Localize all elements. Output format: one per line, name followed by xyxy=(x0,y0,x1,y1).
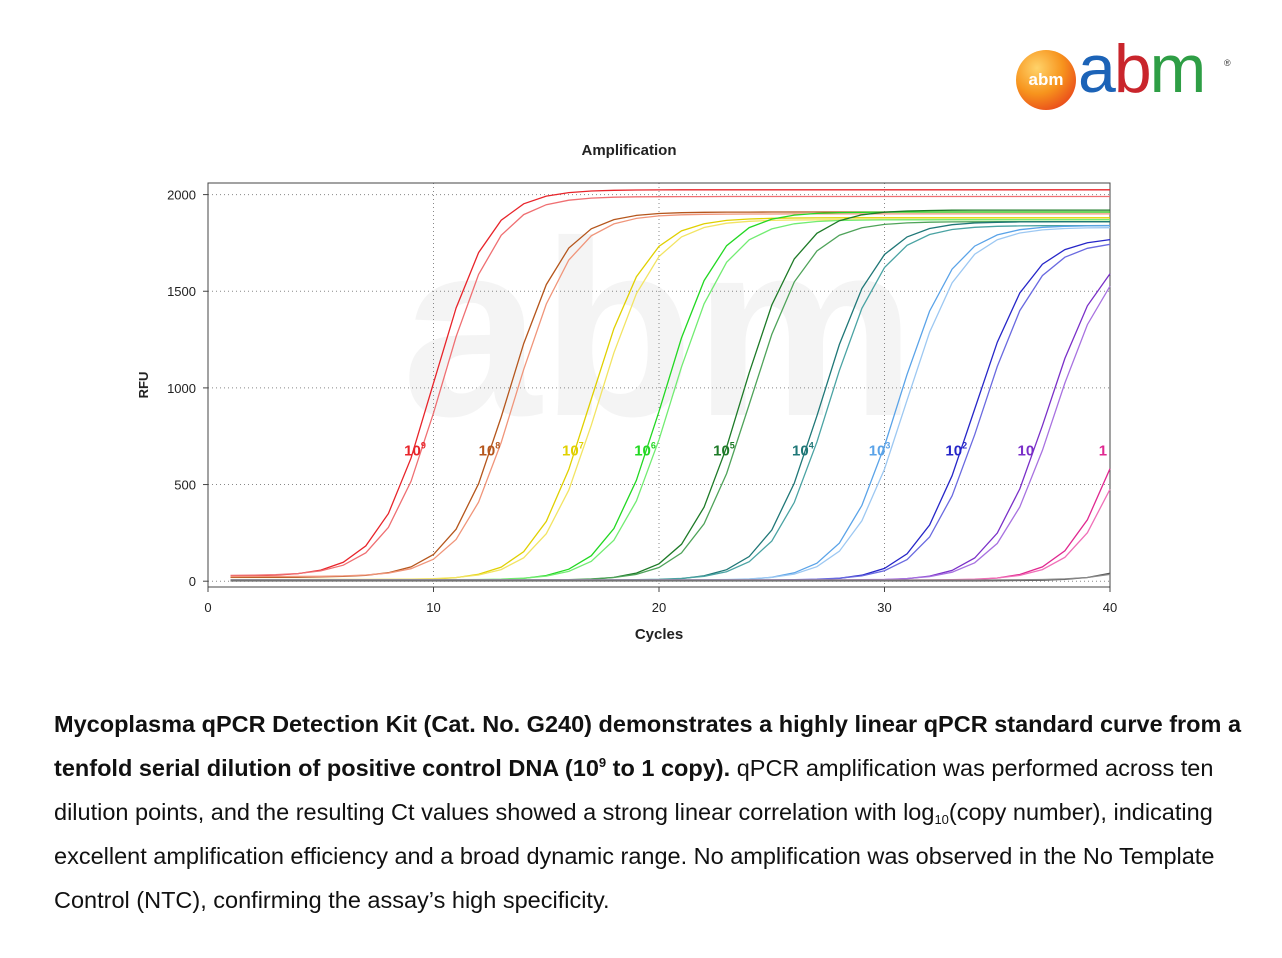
series-label-exponent-5: 4 xyxy=(809,441,814,451)
y-tick-label: 1000 xyxy=(167,381,196,396)
amplification-chart: abm 0 10 20 30 40 0 500 1000 1500 2000 109 108 107 1… xyxy=(130,135,1130,655)
wordmark-letter-a: a xyxy=(1078,31,1116,107)
x-tick-label: 20 xyxy=(652,600,666,615)
series-label-9: 1 xyxy=(1099,443,1107,460)
series-label-exponent-4: 5 xyxy=(730,441,735,451)
registered-mark: ® xyxy=(1224,58,1231,68)
wordmark-letter-b: b xyxy=(1113,31,1152,107)
series-labels: 109 108 107 106 105 104 103 102 10 1 xyxy=(404,441,1107,460)
caption-bold-part2: to 1 copy). xyxy=(606,755,731,781)
amplification-curve-series-0 xyxy=(230,195,1110,577)
y-tick-label: 2000 xyxy=(167,188,196,203)
series-label-5: 104 xyxy=(792,441,814,460)
y-tick-label: 1500 xyxy=(167,284,196,299)
amplification-curve-series-10 xyxy=(230,573,1111,581)
abm-logo-badge: abm xyxy=(1016,50,1076,110)
figure-caption: Mycoplasma qPCR Detection Kit (Cat. No. … xyxy=(54,702,1244,922)
series-label-1: 108 xyxy=(479,441,501,460)
caption-text-part2: (copy number), indicating excellent ampl… xyxy=(54,799,1215,913)
amplification-curve-series-9 xyxy=(230,468,1111,582)
amplification-curve-series-9 xyxy=(230,488,1111,581)
series-label-4: 105 xyxy=(713,441,735,460)
caption-text-part1: qPCR amplification was performed across … xyxy=(54,755,1214,825)
x-axis-label: Cycles xyxy=(635,626,683,643)
caption-bold-part1: Mycoplasma qPCR Detection Kit (Cat. No. … xyxy=(54,711,1242,781)
wordmark-letter-m: m xyxy=(1149,31,1207,107)
series-label-exponent-6: 3 xyxy=(885,441,890,451)
series-label-7: 102 xyxy=(945,441,967,460)
amplification-curve-series-10 xyxy=(230,572,1111,582)
series-label-exponent-1: 8 xyxy=(495,441,500,451)
x-tick-label: 0 xyxy=(204,600,211,615)
series-label-6: 103 xyxy=(869,441,891,460)
chart-watermark: abm xyxy=(402,189,916,468)
chart-grid xyxy=(208,183,1110,587)
caption-bold-superscript: 9 xyxy=(598,755,607,770)
x-tick-label: 40 xyxy=(1103,600,1117,615)
series-label-0: 109 xyxy=(404,441,426,460)
series-label-exponent-0: 9 xyxy=(421,441,426,451)
abm-wordmark: abm xyxy=(1078,30,1207,108)
x-tick-label: 10 xyxy=(426,600,440,615)
amplification-curve-series-0 xyxy=(230,189,1110,577)
series-label-exponent-3: 6 xyxy=(651,441,656,451)
axis-ticks: 0 10 20 30 40 0 500 1000 1500 2000 xyxy=(167,188,1117,615)
y-axis-label: RFU xyxy=(136,372,151,399)
y-tick-label: 500 xyxy=(174,478,196,493)
caption-subscript: 10 xyxy=(934,812,949,827)
abm-logo: abm abm ® xyxy=(1016,31,1238,110)
series-label-3: 106 xyxy=(634,441,656,460)
series-label-exponent-2: 7 xyxy=(579,441,584,451)
amplification-curves xyxy=(230,189,1111,582)
series-label-8: 10 xyxy=(1018,443,1035,460)
series-label-2: 107 xyxy=(562,441,584,460)
series-label-exponent-7: 2 xyxy=(962,441,967,451)
x-tick-label: 30 xyxy=(877,600,891,615)
chart-title: Amplification xyxy=(581,142,676,159)
y-tick-label: 0 xyxy=(189,574,196,589)
amplification-curve-series-1 xyxy=(230,213,1110,578)
